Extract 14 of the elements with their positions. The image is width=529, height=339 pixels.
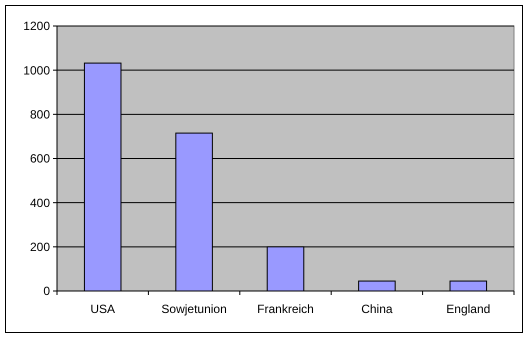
y-tick-label: 400	[30, 196, 50, 210]
x-tick-label: England	[446, 302, 490, 316]
x-tick-label: USA	[90, 302, 116, 316]
x-tick-label: China	[361, 302, 393, 316]
y-tick-label: 1200	[23, 19, 50, 34]
bar	[450, 280, 488, 292]
bar	[358, 280, 396, 292]
y-tick-label: 1000	[23, 63, 50, 78]
x-tick-label: Frankreich	[257, 302, 314, 316]
y-tick-label: 200	[30, 240, 50, 254]
y-tick-label: 0	[43, 284, 50, 298]
y-tick-label: 800	[30, 108, 50, 122]
x-tick-label: Sowjetunion	[161, 302, 227, 316]
y-tick-label: 600	[30, 152, 50, 166]
